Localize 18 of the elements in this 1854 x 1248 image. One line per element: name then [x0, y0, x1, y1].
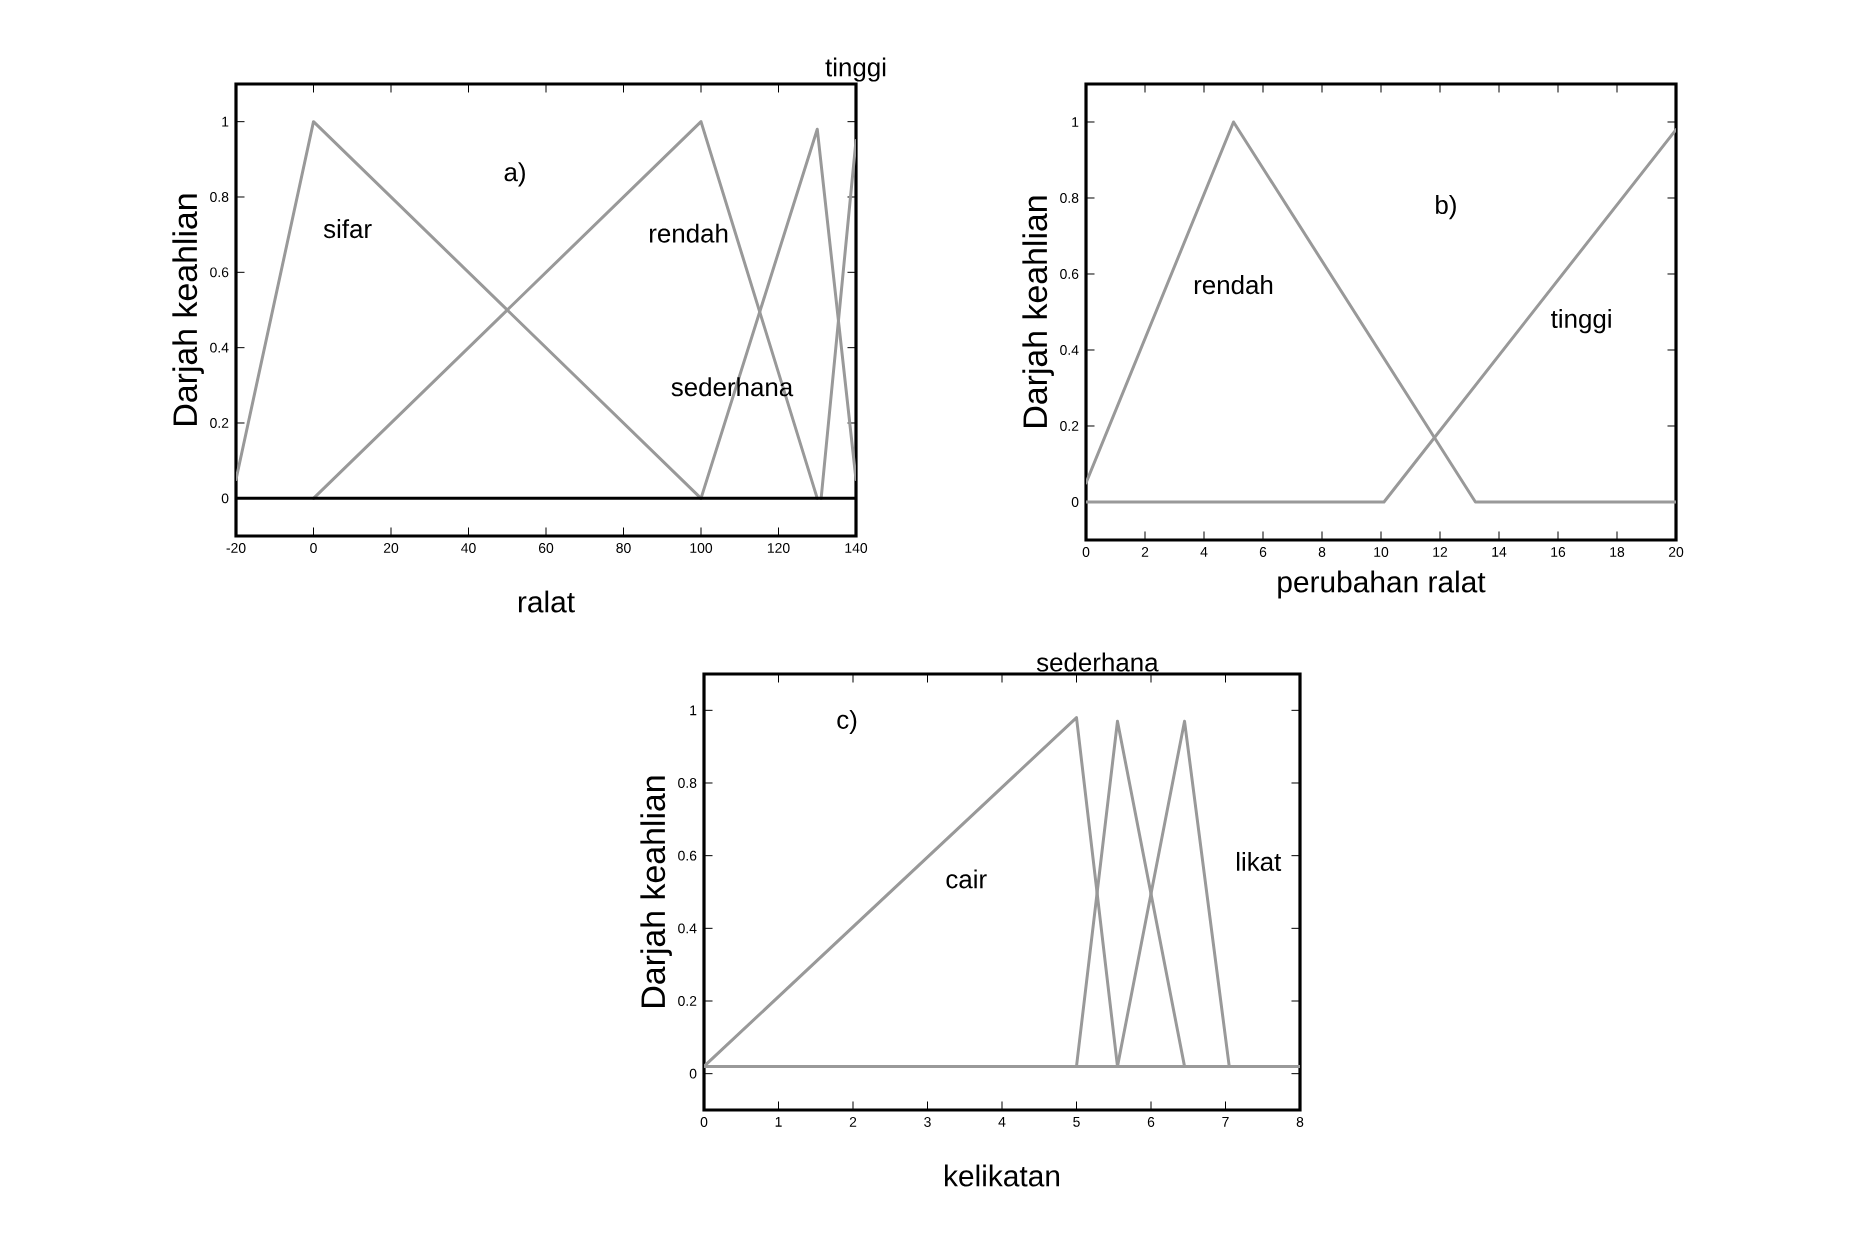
- annotation: likat: [1236, 851, 1282, 871]
- y-axis-title: Darjah keahlian: [172, 194, 204, 425]
- x-axis-title: ralat: [518, 590, 575, 613]
- annotation: tinggi: [1551, 309, 1611, 334]
- x-axis-title: kelikatan: [945, 1164, 1060, 1187]
- y-axis-title: Darjah keahlian: [640, 776, 672, 1007]
- annotation: sifar: [323, 219, 372, 239]
- annotation: cair: [946, 869, 987, 889]
- annotation: c): [837, 709, 857, 735]
- x-axis-title: perubahan ralat: [1278, 570, 1486, 599]
- annotation: a): [504, 162, 525, 187]
- annotation: rendah: [1194, 275, 1273, 295]
- y-axis-title: Darjah keahlian: [1022, 196, 1054, 427]
- text: tinggi: [825, 57, 886, 82]
- text: sederhana: [1036, 652, 1159, 672]
- annotation: b): [1436, 195, 1456, 220]
- annotation: sederhana: [671, 377, 794, 397]
- annotation: rendah: [649, 223, 728, 243]
